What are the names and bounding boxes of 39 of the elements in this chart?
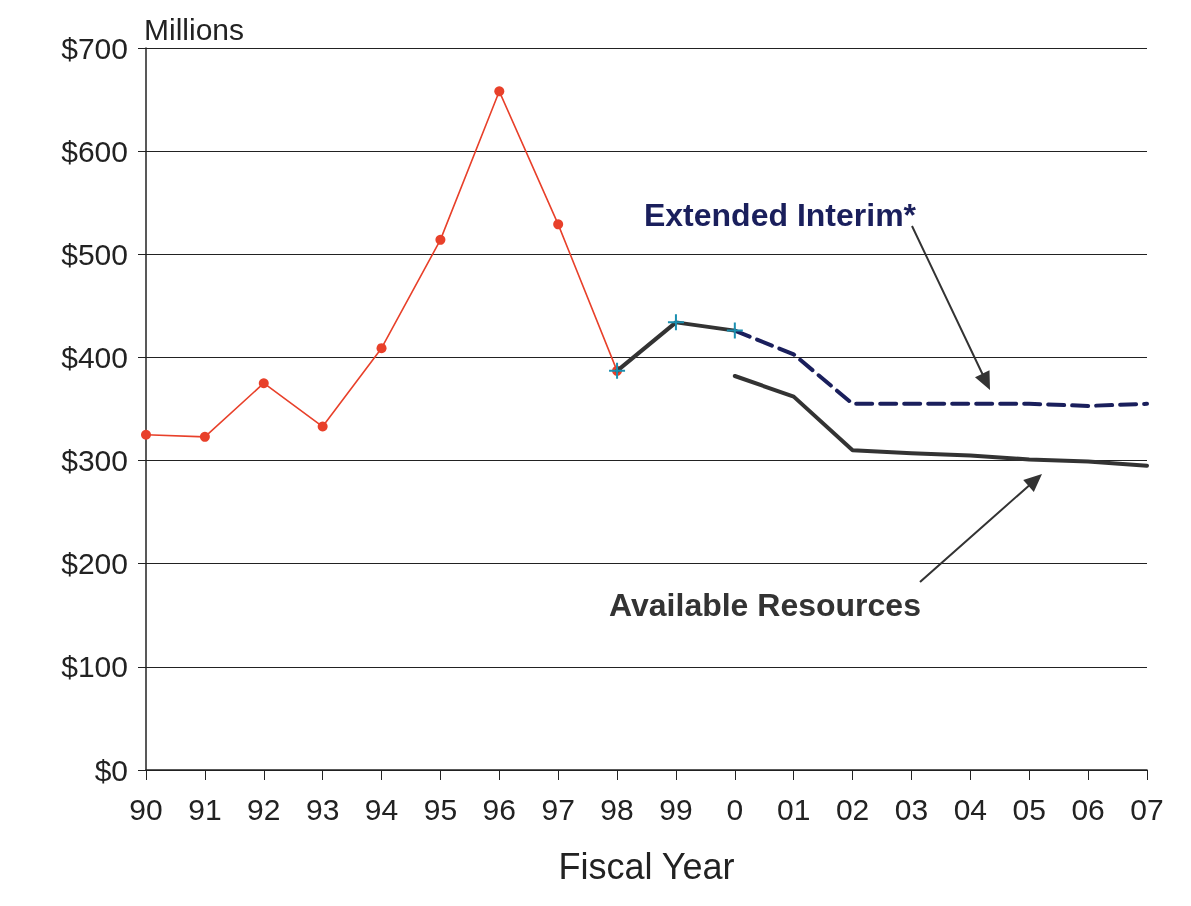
text: Extended Interim* <box>643 197 917 233</box>
point <box>553 219 564 230</box>
x-tick-label: 92 <box>247 792 281 826</box>
x-tick-label: 03 <box>894 792 929 826</box>
y-tick-label: $400 <box>61 340 128 374</box>
x-tick-label: 0 <box>726 792 744 826</box>
x-tick-label: 06 <box>1071 792 1105 826</box>
x-tick-label: 90 <box>129 792 163 826</box>
x-axis-title: Fiscal Year <box>558 845 735 887</box>
point <box>199 431 210 442</box>
y-tick-label: $100 <box>61 650 128 684</box>
y-tick-label: $0 <box>94 753 128 787</box>
y-tick-label: $300 <box>61 444 128 478</box>
y-tick-label: $700 <box>61 31 128 65</box>
x-tick-label: 98 <box>600 792 634 826</box>
x-tick-label: 02 <box>835 792 870 826</box>
x-tick-label: 95 <box>423 792 458 826</box>
x-tick-label: 07 <box>1130 792 1164 826</box>
point <box>494 86 505 97</box>
x-tick-label: 96 <box>482 792 516 826</box>
point <box>141 429 151 440</box>
point <box>376 343 387 354</box>
point <box>258 378 269 389</box>
y-tick-label: $200 <box>61 547 128 581</box>
x-tick-label: 94 <box>364 792 399 826</box>
x-tick-label: 01 <box>777 792 811 826</box>
line-series <box>732 373 1149 468</box>
point <box>435 234 446 245</box>
x-tick-label: 91 <box>188 792 222 826</box>
point <box>317 421 328 432</box>
x-tick-label: 93 <box>305 792 340 826</box>
x-tick-label: 97 <box>541 792 575 826</box>
y-axis-title: Millions <box>144 12 245 46</box>
x-tick-label: 05 <box>1012 792 1046 826</box>
y-tick-label: $500 <box>61 237 128 271</box>
text: Available Resources <box>609 587 921 623</box>
x-tick-label: 99 <box>659 792 693 826</box>
x-tick-label: 04 <box>953 792 988 826</box>
y-tick-label: $600 <box>61 134 128 168</box>
